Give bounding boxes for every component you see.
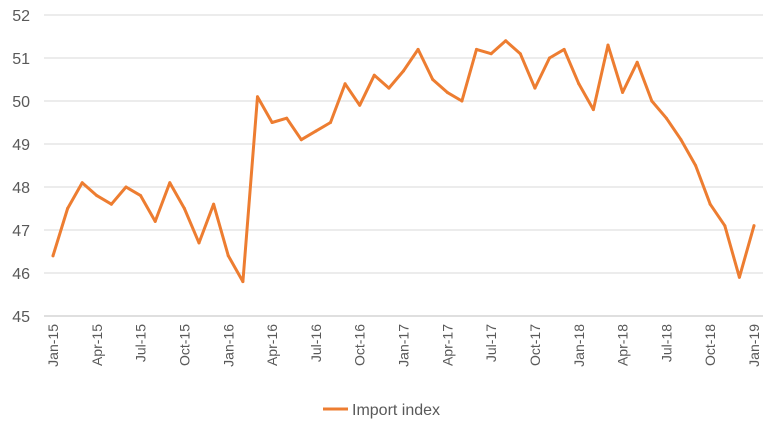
y-tick-label: 47 (12, 223, 30, 240)
data-point (51, 254, 55, 258)
data-point (577, 82, 581, 86)
y-tick-label: 51 (12, 51, 30, 68)
x-tick-label: Jan-18 (571, 324, 587, 367)
data-point (299, 138, 303, 142)
data-point (372, 73, 376, 77)
data-point (737, 275, 741, 279)
data-point (518, 52, 522, 56)
x-tick-label: Jul-17 (483, 324, 499, 362)
data-point (416, 47, 420, 51)
data-point (343, 82, 347, 86)
data-point (664, 116, 668, 120)
data-point (109, 202, 113, 206)
data-point (752, 224, 756, 228)
data-point (66, 207, 70, 210)
data-point (694, 164, 698, 167)
data-point (255, 95, 259, 99)
data-point (153, 219, 157, 223)
data-point (402, 69, 405, 73)
x-tick-label: Jan-16 (220, 324, 236, 367)
y-tick-label: 50 (12, 94, 30, 111)
data-point (708, 202, 712, 206)
y-tick-label: 52 (12, 8, 30, 25)
x-tick-label: Apr-18 (615, 324, 631, 366)
data-point (460, 99, 464, 103)
data-point (591, 108, 595, 112)
data-point (723, 224, 727, 228)
data-point (445, 90, 449, 94)
x-tick-label: Oct-15 (176, 324, 192, 366)
y-tick-label: 48 (12, 180, 30, 197)
data-point (650, 99, 654, 103)
x-tick-label: Oct-17 (527, 324, 543, 366)
data-point (241, 280, 245, 284)
data-point (548, 56, 552, 60)
x-tick-label: Apr-16 (264, 324, 280, 366)
data-point (168, 181, 172, 185)
x-axis-tick-labels: Jan-15 Apr-15 Jul-15 Oct-15 Jan-16 Apr-16 Jul-… (45, 324, 762, 367)
data-point (270, 121, 274, 124)
data-point (80, 181, 84, 185)
data-point (95, 194, 99, 198)
y-axis-tick-labels: 45 46 47 48 49 50 51 52 (12, 8, 30, 326)
gridlines (44, 14, 763, 274)
x-tick-label: Jul-15 (133, 324, 149, 362)
x-tick-label: Oct-16 (352, 324, 368, 366)
x-tick-label: Apr-17 (439, 324, 455, 366)
data-point (182, 207, 186, 210)
y-tick-label: 45 (12, 309, 30, 326)
data-point (533, 86, 537, 90)
data-point (285, 116, 289, 120)
data-point (226, 254, 230, 258)
data-point (621, 90, 625, 94)
data-point (124, 185, 128, 189)
x-tick-label: Jul-16 (308, 324, 324, 362)
data-point (635, 60, 639, 64)
data-point (504, 39, 508, 43)
data-point (314, 129, 318, 133)
x-tick-label: Jan-17 (396, 324, 412, 367)
x-tick-label: Jul-18 (658, 324, 674, 362)
data-point (197, 241, 201, 245)
legend-label: Import index (352, 402, 440, 419)
data-point (679, 138, 683, 142)
data-point (328, 121, 332, 124)
data-point (358, 103, 362, 107)
x-tick-label: Jan-15 (45, 324, 61, 367)
series-line (51, 39, 756, 284)
data-point (475, 47, 479, 51)
data-point (387, 86, 391, 90)
data-point (489, 52, 493, 56)
legend: Import index (323, 402, 440, 419)
data-point (212, 202, 216, 206)
y-tick-label: 49 (12, 137, 30, 154)
data-point (606, 43, 610, 47)
x-tick-label: Apr-15 (89, 324, 105, 366)
x-tick-label: Oct-18 (702, 324, 718, 366)
series-layer (51, 39, 756, 284)
data-point (431, 78, 435, 81)
data-point (139, 194, 143, 198)
data-point (562, 47, 566, 51)
x-tick-label: Jan-19 (746, 324, 762, 367)
y-tick-label: 46 (12, 266, 30, 283)
